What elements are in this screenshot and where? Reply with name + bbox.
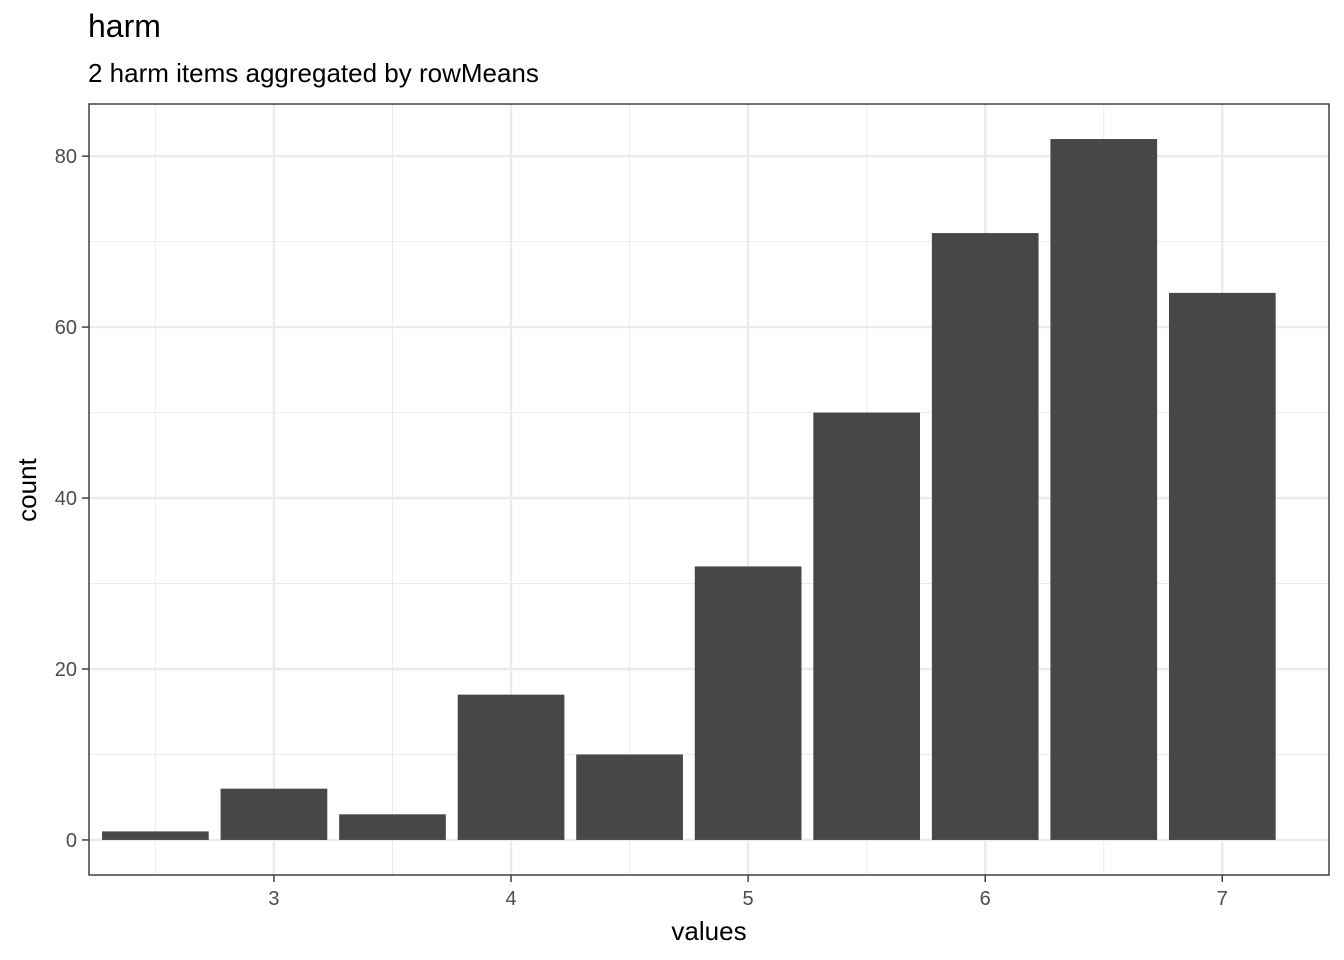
y-axis-title: count [12, 457, 42, 521]
x-tick-label: 5 [743, 888, 754, 910]
y-tick-label: 80 [55, 146, 77, 168]
bar [813, 412, 921, 840]
chart-title: harm [88, 8, 161, 44]
bar [694, 566, 802, 840]
bar [1050, 139, 1158, 840]
y-tick-label: 0 [66, 830, 77, 852]
x-axis-title: values [671, 916, 746, 946]
x-tick-label: 7 [1217, 888, 1228, 910]
y-axis: 0 20 40 60 80 [55, 146, 89, 852]
bar [220, 788, 328, 840]
x-tick-label: 3 [268, 888, 279, 910]
x-tick-label: 6 [980, 888, 991, 910]
bar [576, 754, 683, 840]
y-tick-label: 20 [55, 659, 77, 681]
x-axis: 3 4 5 6 7 [268, 875, 1228, 910]
bar [457, 694, 565, 840]
y-tick-label: 60 [55, 317, 77, 339]
chart-subtitle: 2 harm items aggregated by rowMeans [88, 58, 539, 88]
bar [931, 233, 1039, 840]
x-tick-label: 4 [505, 888, 516, 910]
y-tick-label: 40 [55, 488, 77, 510]
bar [339, 814, 446, 840]
bars [102, 139, 1276, 840]
bar [102, 831, 209, 840]
plot-panel-border [88, 103, 1330, 876]
bar [1168, 292, 1276, 840]
